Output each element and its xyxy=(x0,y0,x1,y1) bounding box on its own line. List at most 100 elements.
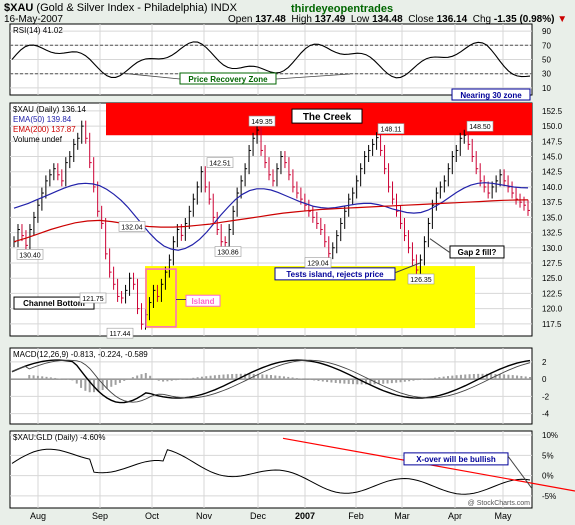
macd-panel xyxy=(9,347,533,425)
xover-box xyxy=(403,452,509,466)
price-callout-box xyxy=(377,123,405,134)
x-axis-month-label: Mar xyxy=(394,511,410,521)
ema200-legend: EMA(200) 137.87 xyxy=(13,125,76,134)
nearing-30-label: Nearing 30 zone xyxy=(460,91,522,100)
x-axis-month-label: 2007 xyxy=(295,511,315,521)
gap-fill-label: Gap 2 fill? xyxy=(458,248,497,257)
open-value: 137.48 xyxy=(255,14,286,25)
close-value: 136.14 xyxy=(436,14,468,25)
ratio-title: $XAU:GLD (Daily) -4.60% xyxy=(13,433,105,442)
price-callout-label: 132.04 xyxy=(121,224,143,231)
macd-tick-label: 2 xyxy=(542,358,547,367)
island-box xyxy=(145,268,177,328)
ohlc-readout: Open 137.48 High 137.49 Low 134.48 Close… xyxy=(228,14,567,25)
rsi-tick-label: 30 xyxy=(542,70,551,79)
close-label: Close xyxy=(408,14,434,25)
price-callout-box xyxy=(304,257,332,268)
price-tick-label: 117.5 xyxy=(542,320,562,329)
price-tick-label: 135.0 xyxy=(542,213,563,222)
open-label: Open xyxy=(228,14,253,25)
price-recovery-connector xyxy=(119,72,181,80)
low-label: Low xyxy=(350,14,370,25)
xover-label: X-over will be bullish xyxy=(416,455,496,464)
ratio-tick-label: 5% xyxy=(542,451,554,460)
ema50-line xyxy=(13,182,529,251)
stockcharts-watermark: @ StockCharts.com xyxy=(468,500,531,507)
symbol: $XAU xyxy=(4,2,34,14)
low-value: 134.48 xyxy=(372,14,403,25)
price-callout-label: 126.35 xyxy=(410,277,432,284)
gap-fill-box xyxy=(449,245,505,259)
tests-island-label: Tests island, rejects price xyxy=(286,270,384,279)
rsi-tick-label: 50 xyxy=(542,56,551,65)
price-callout-box xyxy=(407,273,435,285)
macd-tick-label: 0 xyxy=(542,375,547,384)
ratio-line xyxy=(11,448,531,495)
x-axis-month-label: Dec xyxy=(250,511,267,521)
down-arrow-icon: ▼ xyxy=(557,14,568,25)
rsi-tick-label: 90 xyxy=(542,27,551,36)
x-axis-month-label: Aug xyxy=(30,511,46,521)
gap-fill-connector xyxy=(429,238,451,254)
rsi-tick-label: 10 xyxy=(542,84,551,93)
index-name: (Gold & Silver Index - Philadelphia) xyxy=(36,2,208,14)
price-callout-box xyxy=(466,120,494,132)
price-callout-label: 142.51 xyxy=(209,161,231,168)
price-tick-label: 130.0 xyxy=(542,244,563,253)
price-callout-label: 148.50 xyxy=(469,124,491,131)
price-tick-label: 140.0 xyxy=(542,183,563,192)
price-tick-label: 145.0 xyxy=(542,153,563,162)
price-tick-label: 137.5 xyxy=(542,198,563,207)
rsi-line xyxy=(11,41,531,79)
price-callout-label: 149.35 xyxy=(251,119,273,126)
price-callout-label: 130.40 xyxy=(19,252,41,259)
volume-legend: Volume undef xyxy=(13,135,63,144)
island-label-box xyxy=(185,294,221,307)
ratio-tick-label: 10% xyxy=(542,431,558,440)
price-callout-box xyxy=(206,157,234,168)
tests-island-connector xyxy=(394,262,421,274)
price-tick-label: 122.5 xyxy=(542,289,563,298)
price-callout-label: 148.11 xyxy=(381,127,402,134)
price-tick-label: 125.0 xyxy=(542,274,563,283)
x-axis-month-label: Nov xyxy=(196,511,213,521)
price-callout-label: 117.44 xyxy=(110,331,131,338)
brand-label: thirdeyeopentrades xyxy=(291,3,394,15)
chart-header-symbol: $XAU (Gold & Silver Index - Philadelphia… xyxy=(4,2,237,14)
channel-bottom-label: Channel Bottom xyxy=(23,299,85,308)
island-label: Island xyxy=(191,297,214,306)
price-callout-box xyxy=(248,115,276,127)
tests-island-box xyxy=(274,267,396,281)
price-tick-label: 127.5 xyxy=(542,259,563,268)
price-tick-label: 147.5 xyxy=(542,137,563,146)
price-tick-label: 152.5 xyxy=(542,107,563,116)
ratio-tick-label: 0% xyxy=(542,472,554,481)
macd-tick-label: -2 xyxy=(542,392,550,401)
creek-label-box xyxy=(291,108,363,124)
ema200-line xyxy=(13,199,529,243)
price-bars xyxy=(13,120,530,330)
x-axis-month-label: Oct xyxy=(145,511,160,521)
price-callout-label: 130.86 xyxy=(217,250,239,257)
rsi-tick-label: 70 xyxy=(542,41,551,50)
price-callout-box xyxy=(214,246,242,257)
price-tick-label: 150.0 xyxy=(542,122,563,131)
macd-tick-label: -4 xyxy=(542,410,550,419)
xover-connector xyxy=(507,455,533,489)
x-axis-month-label: Feb xyxy=(348,511,364,521)
price-callout-label: 121.75 xyxy=(82,296,104,303)
x-axis-month-label: May xyxy=(494,511,512,521)
chg-label: Chg xyxy=(472,14,492,25)
creek-label: The Creek xyxy=(303,112,352,123)
high-label: High xyxy=(291,14,312,25)
price-tick-label: 120.0 xyxy=(542,305,563,314)
price-recovery-zone-label: Price Recovery Zone xyxy=(188,75,268,84)
nearing-30-box xyxy=(451,88,531,101)
rsi-title: RSI(14) 41.02 xyxy=(13,26,63,35)
price-tick-label: 142.5 xyxy=(542,168,563,177)
price-callout-box xyxy=(118,221,146,232)
macd-line xyxy=(11,359,531,404)
price-tick-label: 132.5 xyxy=(542,229,563,238)
